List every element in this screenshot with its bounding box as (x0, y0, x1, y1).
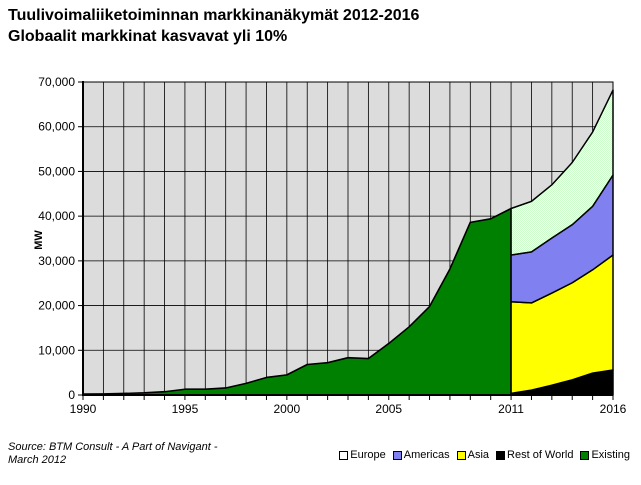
x-axis-label-1995: 1995 (172, 402, 199, 416)
y-axis-label-60000: 60,000 (38, 120, 75, 134)
y-axis-label-10000: 10,000 (38, 343, 75, 357)
legend-item-rest-of-world: Rest of World (496, 449, 573, 461)
x-axis-label-2005: 2005 (375, 402, 402, 416)
chart-title: Tuulivoimaliiketoiminnan markkinanäkymät… (8, 7, 420, 24)
legend-swatch-asia (456, 450, 466, 460)
legend-label-europe: Europe (350, 449, 386, 461)
y-axis-label-50000: 50,000 (38, 164, 75, 178)
y-axis-label-70000: 70,000 (38, 75, 75, 89)
y-axis-label-30000: 30,000 (38, 254, 75, 268)
source-line1: Source: BTM Consult - A Part of Navigant… (8, 441, 218, 453)
x-axis-label-1990: 1990 (70, 402, 97, 416)
legend-label-asia: Asia (467, 449, 490, 461)
source-note: Source: BTM Consult - A Part of Navigant… (8, 441, 258, 467)
legend-item-asia: Asia (456, 449, 490, 461)
legend-item-europe: Europe (339, 449, 386, 461)
legend-item-americas: Americas (392, 449, 450, 461)
legend-label-existing: Existing (591, 449, 630, 461)
chart-legend: Europe Americas Asia Rest of World Existing (339, 449, 630, 461)
legend-item-existing: Existing (580, 449, 630, 461)
series-existing (82, 207, 512, 396)
legend-label-americas: Americas (403, 449, 450, 461)
legend-label-rest-of-world: Rest of World (507, 449, 574, 461)
chart-title-block: Tuulivoimaliiketoiminnan markkinanäkymät… (8, 5, 419, 47)
x-axis-label-2016: 2016 (600, 402, 627, 416)
y-axis-label-0: 0 (68, 388, 75, 402)
y-axis-label-40000: 40,000 (38, 209, 75, 223)
x-axis-label-2000: 2000 (273, 402, 300, 416)
legend-swatch-existing (580, 450, 590, 460)
legend-swatch-americas (392, 450, 402, 460)
x-axis-label-2011: 2011 (498, 402, 524, 416)
source-line2: March 2012 (8, 454, 67, 466)
chart-subtitle: Globaalit markkinat kasvavat yli 10% (8, 28, 288, 45)
legend-swatch-rest-of-world (496, 450, 506, 460)
y-axis-title: MW (33, 230, 45, 250)
legend-swatch-europe (339, 450, 349, 460)
y-axis-label-20000: 20,000 (38, 299, 75, 313)
